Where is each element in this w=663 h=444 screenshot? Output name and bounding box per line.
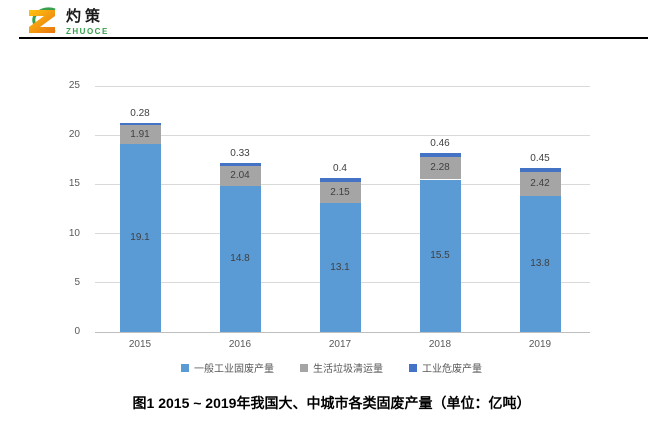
bar-value-label: 19.1 xyxy=(130,232,150,243)
zhuoce-logo: 灼策 ZHUOCE xyxy=(22,4,109,38)
header-divider xyxy=(19,37,648,39)
bar-value-label: 0.45 xyxy=(530,153,550,164)
bar-2015-segment-0 xyxy=(119,144,161,332)
bar-value-label: 0.46 xyxy=(430,137,450,149)
y-axis-tick-label: 25 xyxy=(68,80,80,91)
bar-value-label: 0.28 xyxy=(130,107,150,119)
chart-legend: 一般工业固废产量 生活垃圾清运量 工业危废产量 xyxy=(0,360,663,375)
bar-value-label: 14.8 xyxy=(230,253,250,265)
legend-label: 工业危废产量 xyxy=(422,364,482,375)
bar-2016-segment-1 xyxy=(219,166,261,187)
bar-2019-segment-1 xyxy=(519,172,561,197)
logo-name-english: ZHUOCE xyxy=(66,27,109,36)
bar-2017-segment-2 xyxy=(319,178,361,182)
bar-value-label: 0.4 xyxy=(333,163,347,174)
bar-2017-segment-0 xyxy=(319,203,361,332)
legend-swatch xyxy=(409,363,417,372)
x-axis-tick-label: 2016 xyxy=(228,339,252,350)
bar-value-label: 0.33 xyxy=(230,148,250,159)
x-axis-tick-label: 2017 xyxy=(328,339,352,350)
legend-item-1: 生活垃圾清运量 xyxy=(300,360,383,375)
bar-value-label: 2.28 xyxy=(430,162,450,174)
y-axis-tick-label: 15 xyxy=(68,178,80,190)
logo-name-chinese: 灼策 xyxy=(66,8,105,25)
x-axis-tick-label: 2019 xyxy=(528,339,552,350)
y-axis-tick-label: 20 xyxy=(68,129,80,141)
bar-2018-segment-2 xyxy=(419,152,461,157)
bar-2016-segment-2 xyxy=(219,163,261,167)
bar-2019-segment-0 xyxy=(519,196,561,332)
legend-swatch xyxy=(300,363,308,372)
legend-item-2: 工业危废产量 xyxy=(409,360,482,375)
zhuoce-logo-text: 灼策 ZHUOCE xyxy=(66,4,109,36)
x-axis-line xyxy=(95,331,590,333)
bar-value-label: 13.8 xyxy=(530,258,550,270)
x-axis-tick-label: 2018 xyxy=(428,339,452,350)
legend-swatch xyxy=(181,363,189,372)
gridline xyxy=(95,85,590,87)
zhuoce-logo-icon xyxy=(29,7,56,33)
legend-item-0: 一般工业固废产量 xyxy=(181,360,274,375)
x-axis-tick-label: 2015 xyxy=(128,339,152,350)
bar-value-label: 15.5 xyxy=(430,249,450,261)
y-axis-tick-label: 5 xyxy=(74,276,80,288)
bar-value-label: 2.04 xyxy=(230,170,250,182)
bar-value-label: 1.91 xyxy=(130,128,150,140)
bar-2019-segment-2 xyxy=(519,168,561,173)
bar-2017-segment-1 xyxy=(319,181,361,204)
bar-2018-segment-1 xyxy=(419,157,461,180)
bar-2015-segment-2 xyxy=(119,122,161,126)
bar-2015-segment-1 xyxy=(119,125,161,145)
bar-2016-segment-0 xyxy=(219,186,261,332)
legend-label: 一般工业固废产量 xyxy=(194,364,274,375)
y-axis-tick-label: 10 xyxy=(68,227,80,239)
legend-label: 生活垃圾清运量 xyxy=(313,364,383,375)
bar-value-label: 13.1 xyxy=(330,261,350,273)
bar-value-label: 2.15 xyxy=(330,186,350,198)
y-axis-tick-label: 0 xyxy=(74,326,80,337)
bar-value-label: 2.42 xyxy=(530,178,550,190)
gridline xyxy=(95,134,590,136)
bar-2018-segment-0 xyxy=(419,179,461,332)
figure-caption: 图1 2015 ~ 2019年我国大、中城市各类固废产量（单位：亿吨） xyxy=(132,395,531,411)
